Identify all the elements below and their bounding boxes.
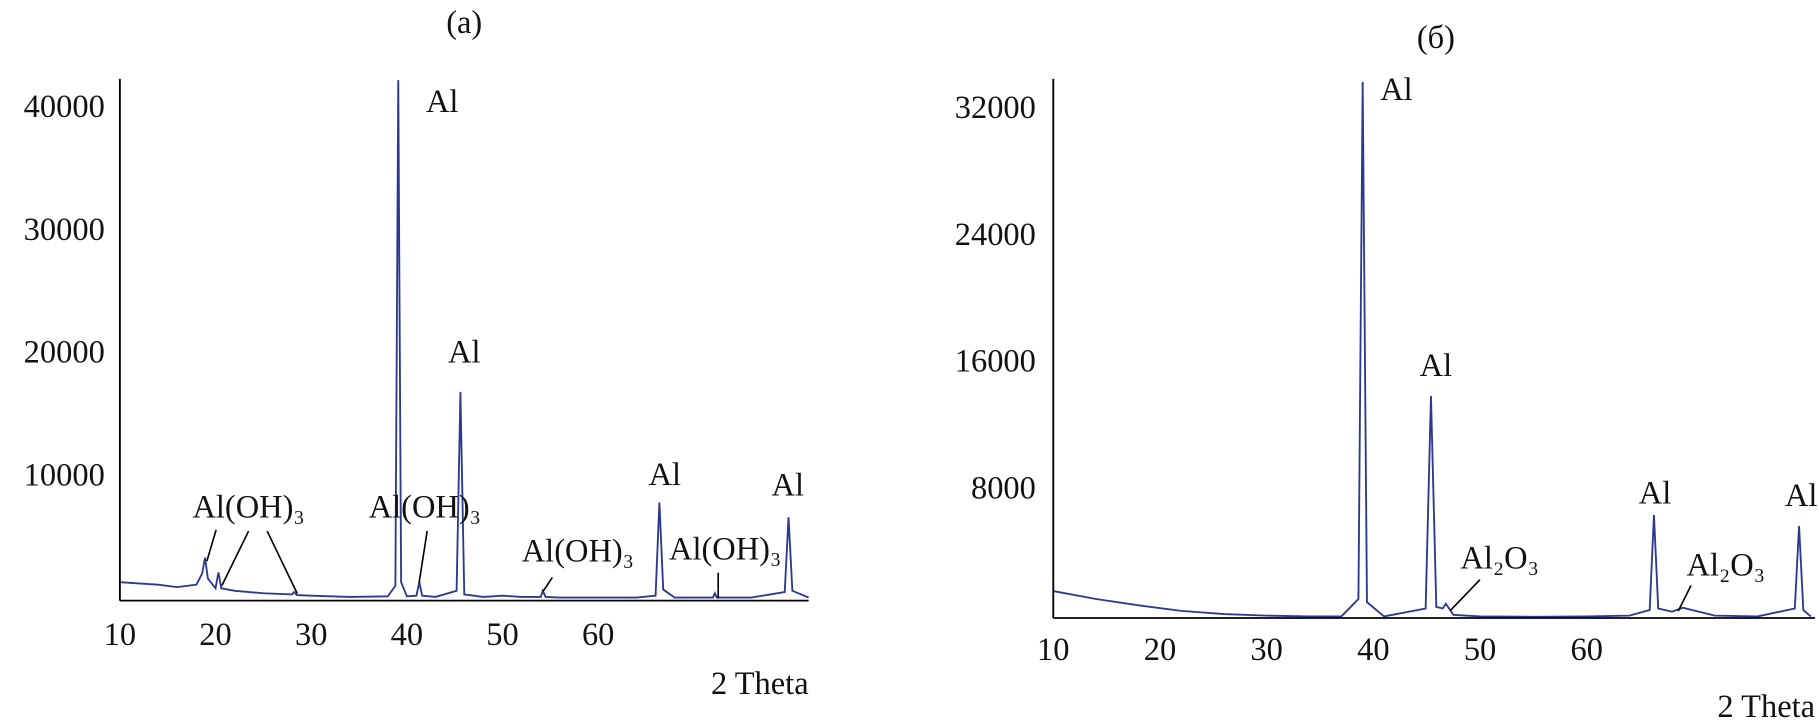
peak-label: Al — [772, 468, 804, 504]
peak-label: Al — [1639, 476, 1671, 512]
x-tick-label: 10 — [1037, 632, 1069, 668]
peak-label: Al(OH)₃ — [669, 531, 781, 567]
peak-label: Al — [1380, 72, 1412, 108]
x-tick-label: 50 — [486, 617, 518, 653]
x-axis-label: 2 Theta — [711, 666, 809, 702]
peak-label: Al(OH)₃ — [522, 534, 634, 570]
x-tick-label: 40 — [391, 617, 423, 653]
peak-label: Al — [649, 457, 681, 493]
y-tick-label: 16000 — [955, 344, 1036, 380]
leader-line — [542, 576, 554, 592]
x-tick-label: 30 — [295, 617, 327, 653]
y-tick-label: 8000 — [971, 471, 1036, 507]
leader-line — [206, 529, 217, 562]
x-tick-label: 50 — [1464, 632, 1496, 668]
x-tick-label: 10 — [104, 617, 136, 653]
leader-line — [221, 530, 250, 586]
peak-label: Al₂O₃ — [1460, 541, 1539, 577]
peak-label: Al₂O₃ — [1687, 548, 1766, 584]
x-tick-label: 20 — [199, 617, 231, 653]
leader-line — [1677, 585, 1692, 612]
leader-line — [418, 530, 428, 584]
data-line — [119, 80, 809, 599]
x-tick-label: 40 — [1357, 632, 1389, 668]
y-tick-label: 10000 — [24, 457, 105, 493]
y-tick-label: 24000 — [955, 217, 1036, 253]
y-tick-label: 32000 — [955, 90, 1036, 126]
y-tick-label: 40000 — [24, 89, 105, 125]
peak-label: Al(OH)₃ — [369, 490, 481, 526]
peak-label: Al — [448, 334, 480, 370]
x-axis-label: 2 Theta — [1717, 689, 1815, 725]
leader-line — [266, 530, 299, 595]
peak-label: Al — [426, 84, 458, 120]
x-tick-label: 60 — [1571, 632, 1603, 668]
chart-title: (б) — [1417, 20, 1455, 56]
data-line — [1053, 82, 1812, 618]
y-tick-label: 30000 — [24, 212, 105, 248]
peak-label: Al — [1420, 348, 1452, 384]
y-tick-label: 20000 — [24, 335, 105, 371]
chart-title: (a) — [446, 5, 482, 41]
x-tick-label: 60 — [582, 617, 614, 653]
x-tick-label: 30 — [1250, 632, 1282, 668]
leader-line — [1449, 579, 1481, 612]
peak-label: Al(OH)₃ — [192, 490, 304, 526]
peak-label: Al — [1785, 478, 1817, 514]
x-tick-label: 20 — [1144, 632, 1176, 668]
